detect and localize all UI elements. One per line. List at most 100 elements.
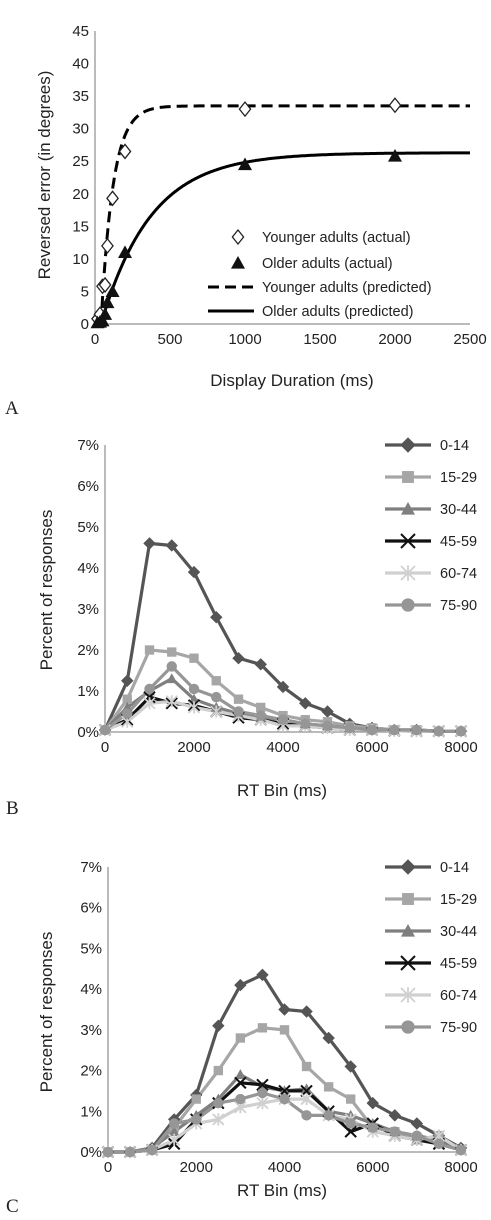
panel-c-background (0, 822, 491, 1215)
legend-label: 0-14 (440, 438, 469, 454)
legend-marker (402, 471, 414, 483)
data-point (455, 725, 467, 737)
legend-marker (400, 533, 416, 549)
panel-c-legend: 0-14 15-29 30-44 45-59 60-74 75-90 (385, 859, 477, 1036)
data-point (98, 307, 113, 320)
data-point (213, 1097, 224, 1109)
panel-c-x-axis-title: RT Bin (ms) (237, 1181, 327, 1200)
data-point (300, 1092, 313, 1106)
y-tick-label: 4% (80, 981, 102, 998)
data-point (389, 724, 400, 736)
x-tick-label: 4000 (266, 739, 299, 756)
x-tick-label: 8000 (444, 739, 477, 756)
y-tick-label: 15 (72, 218, 89, 235)
data-point (388, 149, 402, 162)
x-tick-label: 1000 (228, 331, 261, 348)
data-point (256, 1078, 269, 1092)
panel-c-letter: C (6, 1196, 19, 1215)
data-point (366, 1096, 379, 1110)
y-tick-label: 45 (72, 23, 89, 40)
data-point (238, 157, 252, 171)
panel-a-axes (94, 31, 470, 325)
data-point (410, 1117, 424, 1130)
panel-b-ticks: 0 2000 4000 6000 8000 0% 1% 2% 3% 4% 5% 6% 7% (77, 437, 477, 756)
data-point (166, 673, 178, 684)
data-point (234, 1076, 247, 1089)
data-point (144, 683, 155, 695)
data-point (257, 1087, 268, 1099)
legend-marker (400, 987, 416, 1003)
x-tick-label: 2000 (378, 331, 411, 348)
x-tick-label: 2500 (453, 331, 486, 348)
legend-label: 15-29 (440, 470, 477, 486)
data-point (143, 697, 156, 710)
y-tick-label: 6% (77, 478, 99, 495)
legend-label: Younger adults (predicted) (262, 280, 432, 296)
data-point (276, 680, 290, 694)
legend-label: 45-59 (440, 534, 477, 550)
data-point (255, 710, 266, 721)
data-point (124, 1146, 136, 1158)
panel-b-background (0, 420, 491, 820)
data-point (411, 1130, 423, 1141)
data-point (234, 1069, 246, 1080)
data-point (300, 1005, 313, 1018)
data-point (301, 1083, 313, 1094)
data-point (144, 645, 155, 655)
y-tick-label: 3% (80, 1022, 102, 1039)
legend-marker (401, 924, 415, 937)
data-point (345, 1118, 356, 1129)
data-point (106, 190, 119, 207)
panel-b: 0 2000 4000 6000 8000 0% 1% 2% 3% 4% 5% 6% 7% 0-14 15… (0, 420, 491, 820)
x-tick-label: 8000 (444, 1159, 477, 1176)
x-tick-label: 6000 (355, 739, 388, 756)
x-tick-label: 6000 (356, 1159, 389, 1176)
data-point (211, 691, 222, 703)
data-point (210, 705, 223, 718)
data-point (118, 143, 132, 160)
legend-marker (400, 859, 416, 875)
data-point (211, 676, 221, 686)
data-point (238, 101, 252, 118)
data-point (235, 1093, 246, 1105)
legend-label: 75-90 (440, 1020, 477, 1036)
y-tick-label: 40 (72, 56, 89, 73)
y-tick-label: 30 (72, 121, 89, 138)
legend-label: 60-74 (440, 988, 477, 1004)
legend-label: Older adults (actual) (262, 256, 393, 272)
legend-marker (231, 228, 245, 246)
data-point (256, 968, 269, 982)
data-point (411, 724, 422, 736)
data-point (212, 1019, 225, 1032)
x-tick-label: 500 (157, 331, 182, 348)
legend-label: 45-59 (440, 956, 477, 972)
data-point (213, 1065, 223, 1076)
data-point (165, 695, 178, 708)
x-tick-label: 0 (104, 1159, 112, 1176)
legend-label: 60-74 (440, 566, 477, 582)
data-point (301, 1110, 312, 1121)
data-point (212, 1113, 225, 1126)
y-tick-label: 5 (81, 283, 89, 300)
legend-marker (401, 598, 415, 612)
legend-label: 75-90 (440, 598, 477, 614)
legend-label: 15-29 (440, 892, 477, 908)
data-point (299, 697, 312, 710)
data-point (187, 701, 201, 714)
data-point (256, 1097, 269, 1110)
data-point (189, 653, 199, 663)
data-point (254, 658, 267, 671)
data-point (191, 1114, 202, 1125)
predicted-curve (99, 151, 470, 325)
panel-a: 0 500 1000 1500 2000 2500 0 5 10 15 20 25 30 35 40 45 Y… (0, 0, 491, 420)
data-point (234, 978, 247, 992)
y-tick-label: 35 (72, 88, 89, 105)
data-point (121, 674, 134, 687)
data-point (323, 1082, 334, 1092)
y-tick-label: 1% (77, 683, 99, 700)
panel-c-ticks: 0 2000 4000 6000 8000 0% 1% 2% 3% 4% 5% 6% 7% (80, 859, 477, 1176)
panel-b-y-axis-title: Percent of responses (37, 510, 56, 671)
panel-a-y-axis-title: Reversed error (in degrees) (35, 71, 54, 280)
data-point (433, 1138, 445, 1150)
